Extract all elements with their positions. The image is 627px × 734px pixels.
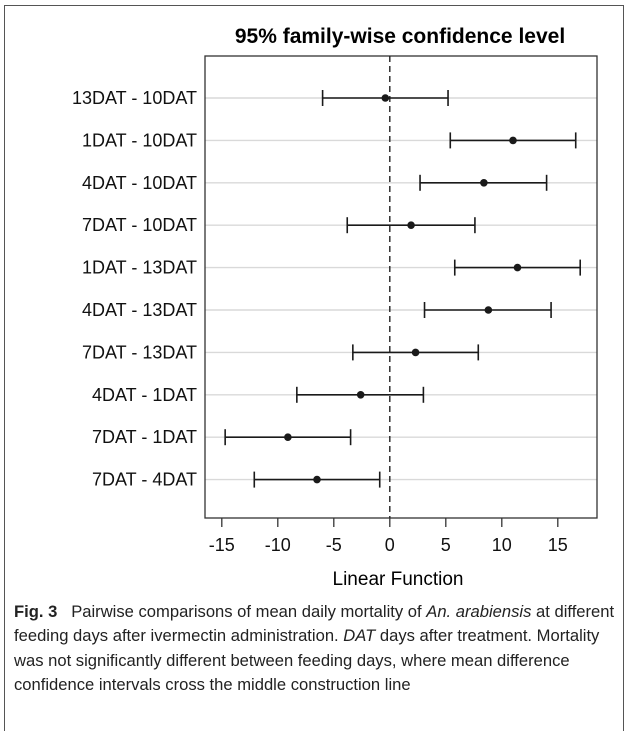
caption-text-3: days after treatment. Mortality was not …: [14, 626, 600, 695]
caption-species: An. arabiensis: [426, 602, 532, 621]
estimate-point: [284, 433, 292, 442]
x-tick-label: -5: [326, 535, 342, 555]
y-tick-label: 13DAT - 10DAT: [72, 88, 197, 108]
chart-title: 95% family-wise confidence level: [235, 25, 565, 48]
plot-border: [204, 55, 598, 519]
estimate-point: [407, 221, 415, 229]
x-tick-label: 5: [441, 535, 451, 555]
y-tick-label: 7DAT - 1DAT: [92, 427, 197, 447]
caption-text-1: Pairwise comparisons of mean daily morta…: [71, 602, 427, 621]
estimate-point: [484, 306, 493, 314]
estimate-point: [480, 179, 488, 187]
y-tick-label: 7DAT - 10DAT: [82, 215, 197, 235]
caption-figure-label: Fig. 3: [14, 602, 58, 621]
estimate-point: [513, 263, 522, 272]
estimate-point: [313, 475, 321, 484]
estimate-point: [509, 136, 517, 145]
y-tick-label: 7DAT - 4DAT: [92, 470, 197, 490]
estimate-point: [356, 391, 365, 399]
y-tick-label: 4DAT - 1DAT: [92, 385, 197, 405]
x-tick-label: 0: [385, 535, 395, 555]
y-tick-label: 1DAT - 13DAT: [82, 258, 197, 278]
x-tick-label: -10: [265, 535, 291, 555]
x-tick-label: -15: [209, 535, 235, 555]
x-axis-label: Linear Function: [333, 569, 464, 590]
estimate-point: [411, 348, 420, 357]
figure-caption: Fig. 3 Pairwise comparisons of mean dail…: [14, 600, 618, 698]
y-tick-label: 4DAT - 13DAT: [82, 300, 197, 320]
confidence-interval-chart: 95% family-wise confidence level Linear …: [72, 25, 598, 590]
x-tick-label: 15: [548, 535, 568, 555]
caption-text-2: at different feeding days after ivermect…: [14, 602, 615, 646]
estimate-point: [381, 94, 390, 102]
y-tick-label: 7DAT - 13DAT: [82, 342, 197, 362]
x-tick-label: 10: [492, 535, 512, 555]
caption-abbreviation: DAT: [343, 626, 376, 646]
y-tick-label: 1DAT - 10DAT: [82, 130, 197, 150]
figure-border: [4, 5, 624, 731]
y-tick-label: 4DAT - 10DAT: [82, 173, 197, 193]
